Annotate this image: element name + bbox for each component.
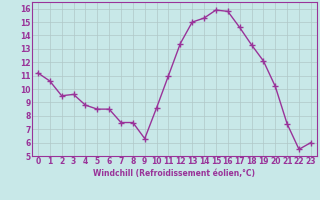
X-axis label: Windchill (Refroidissement éolien,°C): Windchill (Refroidissement éolien,°C): [93, 169, 255, 178]
